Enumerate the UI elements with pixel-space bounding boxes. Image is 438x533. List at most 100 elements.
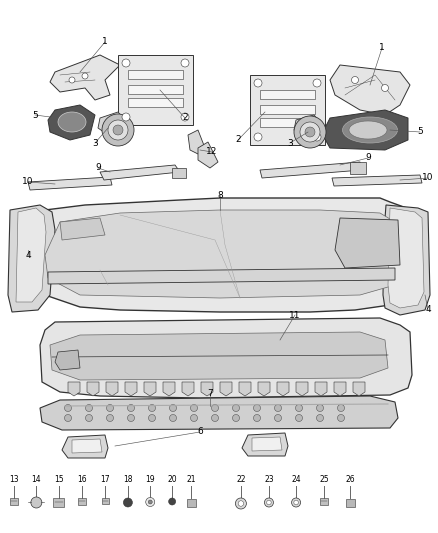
Text: 21: 21 <box>187 475 196 484</box>
Circle shape <box>305 127 315 137</box>
Circle shape <box>124 498 132 507</box>
Circle shape <box>181 59 189 67</box>
Circle shape <box>108 120 128 140</box>
Text: 3: 3 <box>92 139 98 148</box>
Circle shape <box>254 405 261 411</box>
Ellipse shape <box>58 112 86 132</box>
Text: 10: 10 <box>22 177 34 187</box>
FancyBboxPatch shape <box>10 497 18 505</box>
Polygon shape <box>48 105 95 140</box>
FancyBboxPatch shape <box>128 98 183 107</box>
Polygon shape <box>28 177 112 190</box>
Polygon shape <box>22 198 418 312</box>
Polygon shape <box>106 382 118 396</box>
Circle shape <box>296 415 303 422</box>
Circle shape <box>31 497 42 508</box>
Polygon shape <box>322 110 408 150</box>
Polygon shape <box>258 382 270 396</box>
Circle shape <box>170 415 177 422</box>
Text: 13: 13 <box>9 475 19 484</box>
Polygon shape <box>260 162 362 178</box>
Circle shape <box>181 113 189 121</box>
Circle shape <box>235 498 247 509</box>
Circle shape <box>313 79 321 87</box>
Polygon shape <box>334 382 346 396</box>
Text: 11: 11 <box>289 311 301 319</box>
Circle shape <box>254 79 262 87</box>
Circle shape <box>233 405 240 411</box>
Text: 14: 14 <box>32 475 41 484</box>
Polygon shape <box>201 382 213 396</box>
Polygon shape <box>87 382 99 396</box>
Polygon shape <box>330 65 410 115</box>
Polygon shape <box>388 208 424 308</box>
FancyBboxPatch shape <box>250 75 325 145</box>
Circle shape <box>338 405 345 411</box>
Polygon shape <box>100 165 180 180</box>
Polygon shape <box>277 382 289 396</box>
Circle shape <box>85 415 92 422</box>
Circle shape <box>317 405 324 411</box>
Polygon shape <box>220 382 232 396</box>
FancyBboxPatch shape <box>102 497 109 504</box>
Polygon shape <box>252 437 282 451</box>
Circle shape <box>212 405 219 411</box>
Text: 15: 15 <box>54 475 64 484</box>
Polygon shape <box>383 205 430 315</box>
Polygon shape <box>163 382 175 396</box>
Text: 9: 9 <box>95 164 101 173</box>
Circle shape <box>265 498 273 507</box>
Circle shape <box>122 113 130 121</box>
Circle shape <box>317 415 324 422</box>
Text: 16: 16 <box>78 475 87 484</box>
Polygon shape <box>198 142 218 168</box>
Circle shape <box>82 73 88 79</box>
FancyBboxPatch shape <box>346 499 355 507</box>
FancyBboxPatch shape <box>78 497 86 505</box>
Text: 26: 26 <box>346 475 355 484</box>
Text: 5: 5 <box>32 110 38 119</box>
Polygon shape <box>296 382 308 396</box>
Text: 10: 10 <box>422 174 434 182</box>
Circle shape <box>313 133 321 141</box>
Circle shape <box>254 415 261 422</box>
Polygon shape <box>335 218 400 268</box>
Text: 24: 24 <box>291 475 301 484</box>
Text: 25: 25 <box>319 475 329 484</box>
Circle shape <box>170 405 177 411</box>
Circle shape <box>102 114 134 146</box>
Text: 4: 4 <box>25 251 31 260</box>
Circle shape <box>300 122 320 142</box>
Circle shape <box>106 415 113 422</box>
Text: 9: 9 <box>365 154 371 163</box>
Polygon shape <box>294 115 320 138</box>
Circle shape <box>275 405 282 411</box>
Circle shape <box>352 77 358 84</box>
Polygon shape <box>45 210 405 298</box>
Polygon shape <box>68 382 80 396</box>
Polygon shape <box>50 55 120 100</box>
Polygon shape <box>40 396 398 430</box>
Polygon shape <box>98 112 125 135</box>
Circle shape <box>106 405 113 411</box>
Polygon shape <box>50 332 388 380</box>
Circle shape <box>64 405 71 411</box>
Polygon shape <box>60 218 105 240</box>
FancyBboxPatch shape <box>260 90 315 99</box>
Polygon shape <box>353 382 365 396</box>
Circle shape <box>69 77 75 83</box>
Polygon shape <box>8 205 55 312</box>
Circle shape <box>294 500 298 505</box>
Circle shape <box>292 498 300 507</box>
Text: 2: 2 <box>182 114 188 123</box>
Polygon shape <box>188 130 205 155</box>
FancyBboxPatch shape <box>187 499 196 507</box>
Circle shape <box>191 405 198 411</box>
Text: 8: 8 <box>217 190 223 199</box>
Text: 7: 7 <box>207 389 213 398</box>
Circle shape <box>127 415 134 422</box>
Circle shape <box>64 415 71 422</box>
FancyBboxPatch shape <box>172 168 186 178</box>
Polygon shape <box>16 208 46 302</box>
Circle shape <box>146 497 155 506</box>
